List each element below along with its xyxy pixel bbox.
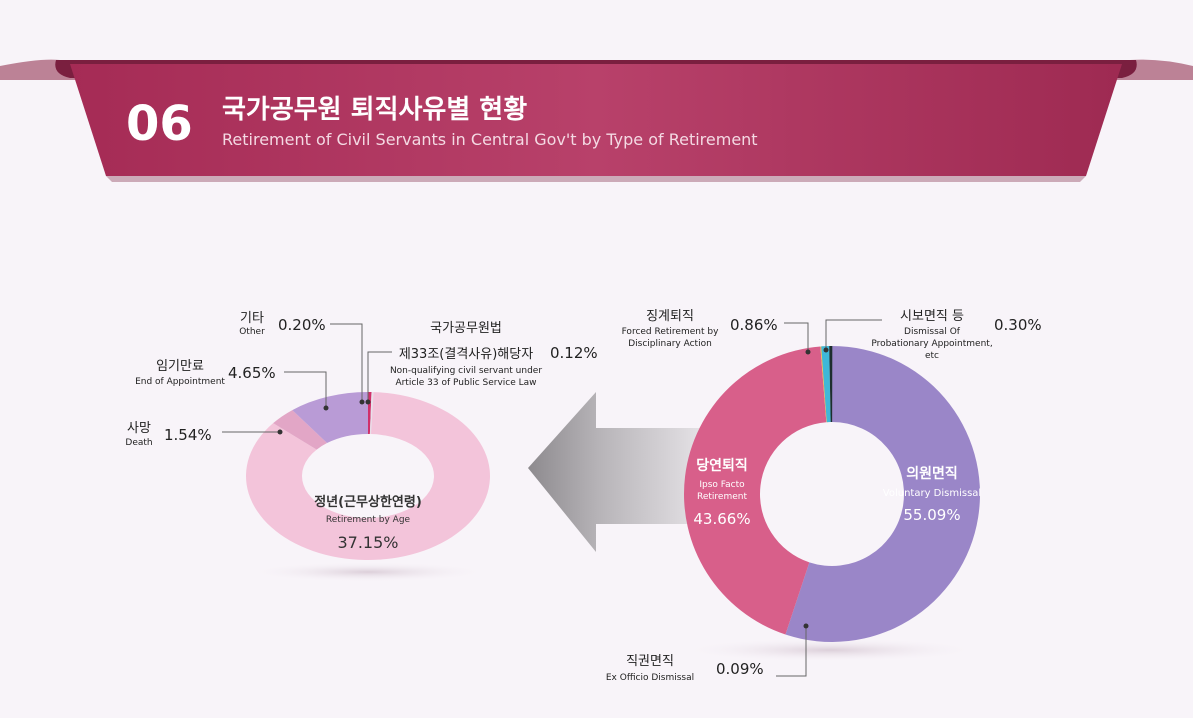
exofficio-label-en: Ex Officio Dismissal	[606, 673, 694, 683]
art33-marker	[365, 399, 371, 405]
other-label-en: Other	[239, 327, 265, 337]
header-banner	[0, 59, 1193, 182]
voluntary-label-ko: 의원면직	[906, 465, 958, 482]
slice-ipso-facto	[684, 346, 827, 635]
forced-value: 0.86%	[730, 316, 778, 334]
title-korean: 국가공무원 퇴직사유별 현황	[222, 95, 527, 125]
age-label-ko: 정년(근무상한연령)	[314, 494, 422, 510]
probation-marker	[823, 347, 829, 353]
probation-value: 0.30%	[994, 316, 1042, 334]
other-label-ko: 기타	[240, 311, 264, 326]
appointment-label-en: End of Appointment	[135, 377, 225, 387]
forced-label-en-2: Disciplinary Action	[628, 339, 712, 349]
section-number: 06	[126, 96, 193, 152]
death-label-ko: 사망	[127, 421, 151, 436]
art33-leader	[367, 351, 392, 402]
forced-marker	[805, 349, 811, 355]
slice-probationary	[829, 346, 833, 423]
forced-label-ko: 징계퇴직	[646, 309, 694, 324]
art33-label-en-2: Article 33 of Public Service Law	[395, 378, 536, 388]
death-value: 1.54%	[164, 426, 212, 444]
other-value: 0.20%	[278, 316, 326, 334]
probation-label-en-1: Dismissal Of	[904, 327, 961, 337]
ipso-label-ko: 당연퇴직	[696, 457, 748, 474]
age-label-en: Retirement by Age	[326, 515, 411, 525]
ipso-value: 43.66%	[693, 510, 750, 528]
death-label-en: Death	[125, 438, 152, 448]
left-donut	[246, 392, 490, 561]
other-marker	[359, 399, 365, 405]
slice-retirement-by-age	[246, 392, 490, 561]
slice-voluntary-dismissal	[785, 346, 981, 643]
slice-forced-retirement	[821, 346, 831, 423]
art33-label-ko-2: 제33조(결격사유)해당자	[399, 347, 533, 362]
title-english: Retirement of Civil Servants in Central …	[222, 130, 758, 149]
art33-value: 0.12%	[550, 344, 598, 362]
forced-leader	[784, 322, 809, 352]
exofficio-label-ko: 직권면직	[626, 654, 674, 669]
appointment-label-ko: 임기만료	[156, 359, 204, 374]
other-leader	[330, 323, 363, 402]
ipso-label-en-1: Ipso Facto	[699, 480, 745, 490]
probation-label-en-2: Probationary Appointment,	[871, 339, 992, 349]
exofficio-value: 0.09%	[716, 660, 764, 678]
slice-end-of-appointment	[292, 392, 368, 444]
appointment-marker	[323, 405, 329, 411]
forced-label-en-1: Forced Retirement by	[622, 327, 719, 337]
right-donut-shadow	[680, 638, 980, 662]
probation-label-en-3: etc	[925, 351, 939, 361]
appointment-value: 4.65%	[228, 364, 276, 382]
death-marker	[277, 429, 283, 435]
right-donut	[684, 346, 981, 643]
probation-leader	[825, 319, 882, 350]
left-donut-shadow	[248, 562, 488, 582]
probation-label-ko: 시보면직 등	[900, 309, 964, 324]
art33-label-en-1: Non-qualifying civil servant under	[390, 366, 542, 376]
exofficio-marker	[803, 623, 809, 629]
ipso-label-en-2: Retirement	[697, 492, 747, 502]
voluntary-label-en: Voluntary Dismissal	[883, 488, 981, 499]
flow-arrow	[528, 392, 712, 552]
voluntary-value: 55.09%	[903, 506, 960, 524]
slice-death	[273, 410, 328, 450]
exofficio-leader	[776, 626, 807, 677]
appointment-leader	[284, 371, 327, 408]
art33-label-ko-1: 국가공무원법	[430, 321, 502, 336]
age-value: 37.15%	[337, 533, 398, 552]
